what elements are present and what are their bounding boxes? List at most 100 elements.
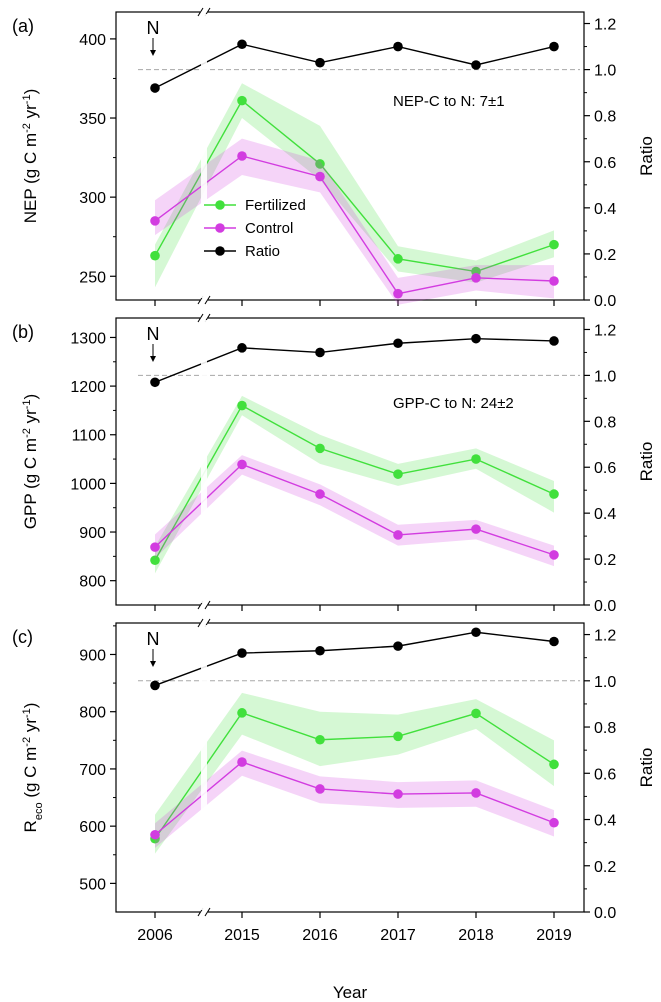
data-point bbox=[315, 57, 325, 68]
x-tick-label: 2015 bbox=[224, 927, 260, 944]
x-axis-label: Year bbox=[333, 983, 368, 1002]
data-point bbox=[393, 338, 403, 349]
y2-tick-label: 1.2 bbox=[594, 322, 616, 339]
y-tick-label: 700 bbox=[79, 762, 106, 779]
legend: Fertilized Control Ratio bbox=[204, 197, 306, 260]
data-point bbox=[549, 489, 559, 499]
axis-break-gap bbox=[200, 909, 208, 915]
data-point bbox=[150, 250, 160, 261]
chart-panel-1: (a) 250 300 350 400 0.0 0.2 0.4 0.6 0.8 1.0 1.2 NEP … bbox=[12, 7, 656, 310]
x-tick-label: 2019 bbox=[536, 927, 572, 944]
y-tick-label: 250 bbox=[79, 269, 106, 286]
y-tick-label: 800 bbox=[79, 705, 106, 722]
series-line bbox=[154, 337, 555, 383]
y-axis-label-text: R bbox=[21, 820, 40, 832]
data-point bbox=[150, 542, 160, 552]
y-axis-label-text: yr bbox=[21, 718, 40, 737]
y-axis-label: NEP (g C m-2 yr-1) bbox=[21, 89, 40, 224]
plot-frame bbox=[115, 11, 585, 301]
y-tick-label: 600 bbox=[79, 819, 106, 836]
axis-break-gap bbox=[200, 9, 208, 15]
data-point bbox=[237, 343, 247, 353]
n-marker-label: N bbox=[147, 324, 160, 344]
axis-break-mark bbox=[204, 907, 211, 917]
data-point bbox=[150, 555, 160, 566]
series-line bbox=[154, 99, 555, 273]
series-band bbox=[155, 455, 554, 567]
y-tick-label: 350 bbox=[79, 111, 106, 128]
axis-break-strip bbox=[201, 625, 207, 910]
y-axis-label-sup: -2 bbox=[21, 428, 33, 438]
y2-tick-label: 0.8 bbox=[594, 414, 616, 431]
data-point bbox=[150, 680, 160, 691]
data-point bbox=[393, 731, 403, 742]
data-point bbox=[315, 171, 325, 182]
annotation-text: NEP-C to N: 7±1 bbox=[393, 93, 505, 110]
y2-tick-label: 0.6 bbox=[594, 460, 616, 477]
y-tick-label: 300 bbox=[79, 190, 106, 207]
chart-panel-2: (b) 800 900 1000 1100 1200 1300 0.0 0.2 0.4 0.6 0.8… bbox=[12, 313, 656, 615]
series-ratio bbox=[150, 627, 559, 691]
y-tick-label: 1000 bbox=[70, 476, 106, 493]
y-axis-label-sup: -2 bbox=[21, 737, 33, 747]
series-fertilized bbox=[150, 395, 559, 574]
axis-break-gap bbox=[200, 620, 208, 626]
data-point bbox=[237, 400, 247, 411]
y-axis-label-sup: -1 bbox=[21, 399, 33, 409]
n-marker-label: N bbox=[147, 629, 160, 649]
y-axis-label-sup: -2 bbox=[21, 123, 33, 133]
y-axis-label-text: yr bbox=[21, 104, 40, 123]
y2-tick-label: 1.0 bbox=[594, 674, 616, 691]
y2-tick-label: 0.4 bbox=[594, 506, 616, 523]
axis-break-mark bbox=[197, 7, 204, 17]
data-point bbox=[150, 83, 160, 93]
data-point bbox=[315, 159, 325, 169]
legend-label: Control bbox=[245, 220, 293, 237]
data-point bbox=[315, 734, 325, 745]
data-point bbox=[315, 347, 325, 358]
axis-break-gap bbox=[200, 602, 208, 608]
y2-axis-label: Ratio bbox=[637, 136, 656, 176]
series-line bbox=[154, 631, 555, 687]
y-axis-label-sub: eco bbox=[33, 802, 45, 820]
y-axis-label-text: NEP (g C m bbox=[21, 133, 40, 223]
panel-label: (a) bbox=[12, 16, 34, 36]
data-point bbox=[237, 151, 247, 161]
axis-break-mark bbox=[197, 618, 204, 628]
n-marker-arrowhead bbox=[150, 661, 156, 667]
y-axis-label-text: (g C m bbox=[21, 747, 40, 803]
y2-tick-label: 1.2 bbox=[594, 17, 616, 34]
n-marker-arrowhead bbox=[150, 50, 156, 56]
y-tick-label: 1200 bbox=[70, 379, 106, 396]
data-point bbox=[549, 759, 559, 770]
y-tick-label: 500 bbox=[79, 876, 106, 893]
y-axis-label-text: yr bbox=[21, 409, 40, 428]
y-tick-label: 400 bbox=[79, 32, 106, 49]
data-point bbox=[315, 489, 325, 499]
series-line bbox=[154, 155, 555, 295]
axis-break-gap bbox=[200, 297, 208, 303]
plot-frame bbox=[115, 622, 585, 913]
y-axis-label-text: ) bbox=[21, 394, 40, 400]
y-axis-label-text: GPP (g C m bbox=[21, 438, 40, 529]
series-line bbox=[154, 712, 555, 840]
y2-tick-label: 1.2 bbox=[594, 628, 616, 645]
data-point bbox=[393, 41, 403, 52]
y-tick-label: 1100 bbox=[72, 428, 107, 445]
data-point bbox=[315, 645, 325, 656]
data-point bbox=[237, 459, 247, 470]
series-control bbox=[150, 750, 559, 848]
y2-tick-label: 0.0 bbox=[594, 598, 616, 615]
y2-tick-label: 0.6 bbox=[594, 155, 616, 172]
data-point bbox=[471, 708, 481, 719]
axis-break-mark bbox=[204, 600, 211, 610]
data-point bbox=[471, 454, 481, 464]
series-fertilized bbox=[150, 692, 559, 854]
chart-panel-3: (c) 500 600 700 800 900 0.0 0.2 0.4 0.6 0.8 1.0 1.2 R… bbox=[12, 618, 656, 944]
data-point bbox=[150, 216, 160, 226]
legend-marker bbox=[215, 246, 225, 256]
series-band bbox=[155, 83, 554, 288]
series-ratio bbox=[150, 333, 559, 388]
y2-tick-label: 1.0 bbox=[594, 368, 616, 385]
data-point bbox=[471, 627, 481, 638]
